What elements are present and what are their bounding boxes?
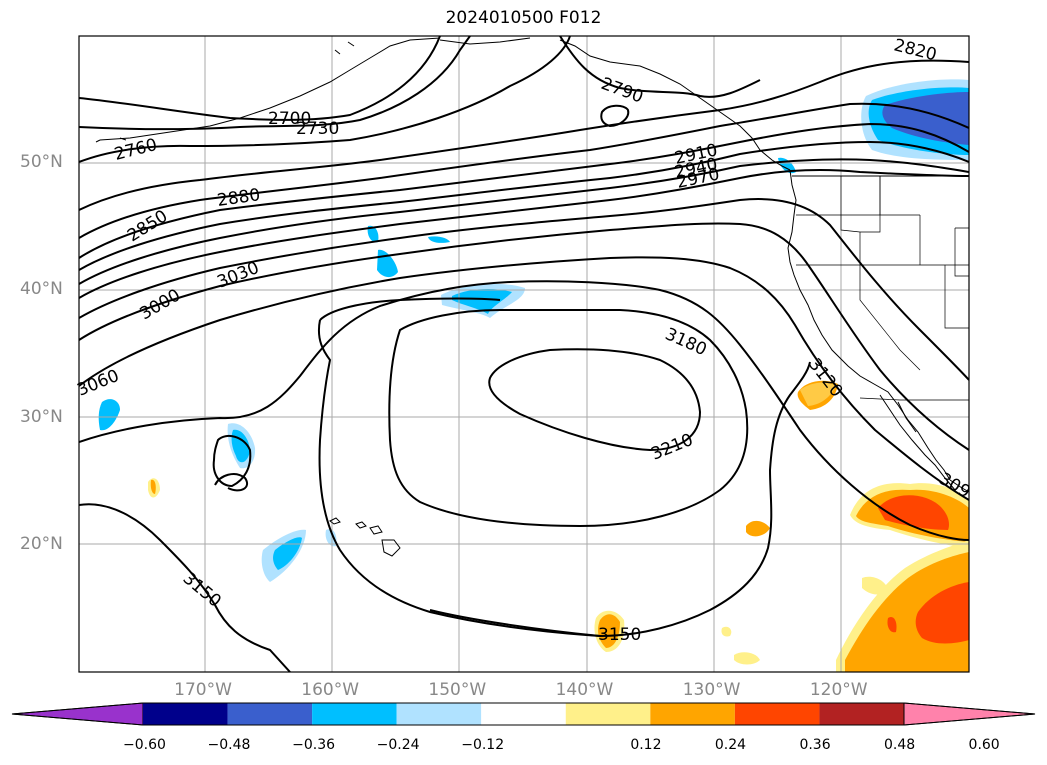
latitude-label: 40°N xyxy=(20,279,63,300)
colorbar-extend-min xyxy=(11,702,144,726)
colorbar-outline xyxy=(11,702,1036,726)
contour-label: 3150 xyxy=(598,625,641,645)
longitude-label: 170°W xyxy=(174,680,232,700)
colorbar-segment xyxy=(734,703,820,725)
latitude-label: 30°N xyxy=(20,406,63,427)
contour-label: 2790 xyxy=(598,74,645,108)
colorbar-segment xyxy=(481,703,566,725)
colorbar-tick-label: −0.12 xyxy=(461,737,505,753)
colorbar-segment xyxy=(396,703,482,725)
contour-2910 xyxy=(79,140,969,271)
contour-3150 xyxy=(214,297,601,637)
contour-2820 xyxy=(79,59,969,211)
contour-2970 xyxy=(79,169,969,299)
coastlines xyxy=(95,37,969,557)
contour-label: 2880 xyxy=(216,185,262,211)
contour-label: 3030 xyxy=(214,258,262,293)
shade-positive xyxy=(148,380,969,672)
colorbar-tick-label: −0.60 xyxy=(123,737,166,753)
colorbar-tick-label: −0.48 xyxy=(207,737,251,753)
contour-label: 3180 xyxy=(662,324,710,360)
contour-3180 xyxy=(388,308,749,528)
colorbar-extend-max xyxy=(903,702,1036,726)
latitude-label: 50°N xyxy=(20,152,63,173)
longitude-label: 160°W xyxy=(301,680,360,700)
colorbar-segment xyxy=(227,703,313,725)
shade-negative-northeast xyxy=(861,79,969,160)
longitude-label: 140°W xyxy=(555,680,614,700)
longitude-label: 130°W xyxy=(682,680,741,700)
colorbar-segment xyxy=(565,703,651,725)
colorbar-tick-label: 0.12 xyxy=(630,737,662,753)
height-contours xyxy=(79,36,969,672)
latitude-label: 20°N xyxy=(20,533,63,554)
contour-2760 xyxy=(79,36,571,163)
contour-2790-loop xyxy=(600,104,630,128)
contour-2790 xyxy=(559,36,761,98)
shading-layer xyxy=(98,79,969,672)
graticule xyxy=(79,36,969,672)
colorbar xyxy=(11,702,1036,726)
colorbar-tick-label: 0.48 xyxy=(884,737,916,753)
colorbar-segment xyxy=(312,703,397,725)
contour-label: 2700 xyxy=(268,109,311,129)
colorbar-tick-label: 0.60 xyxy=(968,737,1000,753)
map-title: 2024010500 F012 xyxy=(445,8,602,28)
colorbar-tick-label: −0.24 xyxy=(376,737,420,753)
contour-label: 3000 xyxy=(137,285,184,324)
contour-3030 xyxy=(79,222,969,451)
contour-label: 2850 xyxy=(124,206,171,246)
plot-frame xyxy=(78,35,970,673)
colorbar-segment xyxy=(143,703,228,725)
contour-3120-west xyxy=(79,503,291,672)
colorbar-segment xyxy=(650,703,735,725)
contour-3210 xyxy=(488,348,702,452)
contour-label-layer: 2700 2730 2760 2790 2820 2850 2880 2910 … xyxy=(74,35,973,645)
contour-2850 xyxy=(79,102,969,239)
contour-2730 xyxy=(79,36,471,131)
colorbar-tick-label: 0.24 xyxy=(714,737,747,753)
contour-3120-small xyxy=(212,434,252,488)
contour-2700 xyxy=(79,36,441,121)
longitude-label: 150°W xyxy=(428,680,487,700)
contour-label: 3210 xyxy=(648,430,696,465)
colorbar-segment xyxy=(819,703,904,725)
contour-label: 2760 xyxy=(112,135,159,165)
shade-negative-blobs xyxy=(98,157,796,582)
contour-2940 xyxy=(79,158,969,285)
contour-2880 xyxy=(79,122,969,259)
contour-3090 xyxy=(79,280,969,541)
contour-label: 3150 xyxy=(179,569,225,612)
contour-3000 xyxy=(79,198,969,381)
colorbar-tick-label: −0.36 xyxy=(292,737,336,753)
longitude-label: 120°W xyxy=(809,680,868,700)
colorbar-tick-label: 0.36 xyxy=(799,737,831,753)
contour-3060 xyxy=(79,256,969,501)
contour-label: 3060 xyxy=(74,366,122,401)
contour-label: 2730 xyxy=(296,119,339,139)
